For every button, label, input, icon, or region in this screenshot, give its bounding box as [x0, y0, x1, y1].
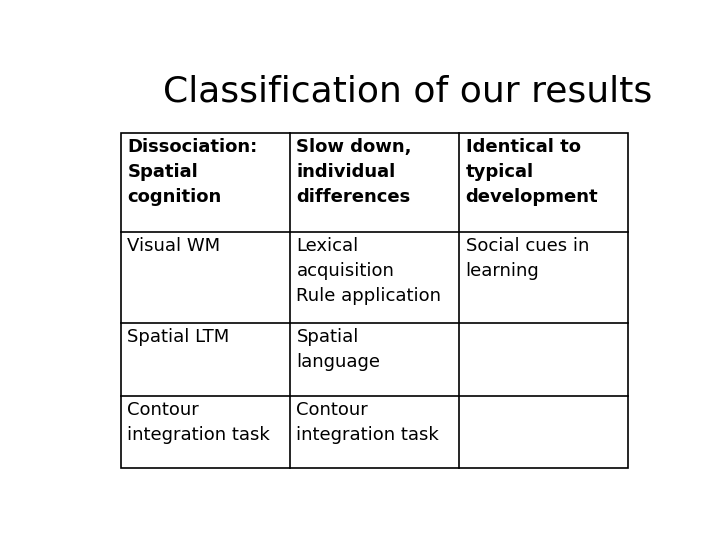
Text: Slow down,
individual
differences: Slow down, individual differences: [297, 138, 412, 206]
Bar: [121, 133, 629, 468]
Text: Lexical
acquisition
Rule application: Lexical acquisition Rule application: [297, 237, 441, 305]
Text: Visual WM: Visual WM: [127, 237, 220, 255]
Text: Spatial LTM: Spatial LTM: [127, 328, 230, 346]
Text: Contour
integration task: Contour integration task: [127, 401, 270, 444]
Text: Spatial
language: Spatial language: [297, 328, 380, 370]
Text: Classification of our results: Classification of our results: [163, 75, 652, 109]
Text: Contour
integration task: Contour integration task: [297, 401, 439, 444]
Text: Social cues in
learning: Social cues in learning: [466, 237, 589, 280]
Text: Dissociation:
Spatial
cognition: Dissociation: Spatial cognition: [127, 138, 258, 206]
Text: Identical to
typical
development: Identical to typical development: [466, 138, 598, 206]
